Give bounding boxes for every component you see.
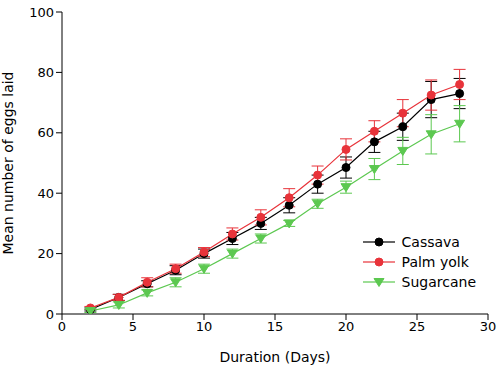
svg-text:60: 60 (37, 125, 54, 140)
svg-text:20: 20 (37, 246, 54, 261)
svg-text:30: 30 (480, 319, 492, 334)
svg-text:100: 100 (29, 5, 54, 20)
svg-text:20: 20 (338, 319, 355, 334)
html-text:Cassava: Cassava (401, 234, 460, 250)
svg-text:25: 25 (409, 319, 426, 334)
svg-text:0: 0 (58, 319, 66, 334)
svg-text:80: 80 (37, 65, 54, 80)
svg-text:Mean number of eggs laid: Mean number of eggs laid (8, 71, 16, 254)
html-text:Palm yolk: Palm yolk (401, 254, 469, 270)
html-text:Sugarcane: Sugarcane (401, 274, 476, 290)
svg-text:0: 0 (46, 307, 54, 322)
svg-text:Duration (Days): Duration (Days) (219, 349, 330, 365)
svg-text:15: 15 (267, 319, 284, 334)
svg-text:5: 5 (129, 319, 137, 334)
svg-text:10: 10 (196, 319, 213, 334)
svg-text:40: 40 (37, 186, 54, 201)
